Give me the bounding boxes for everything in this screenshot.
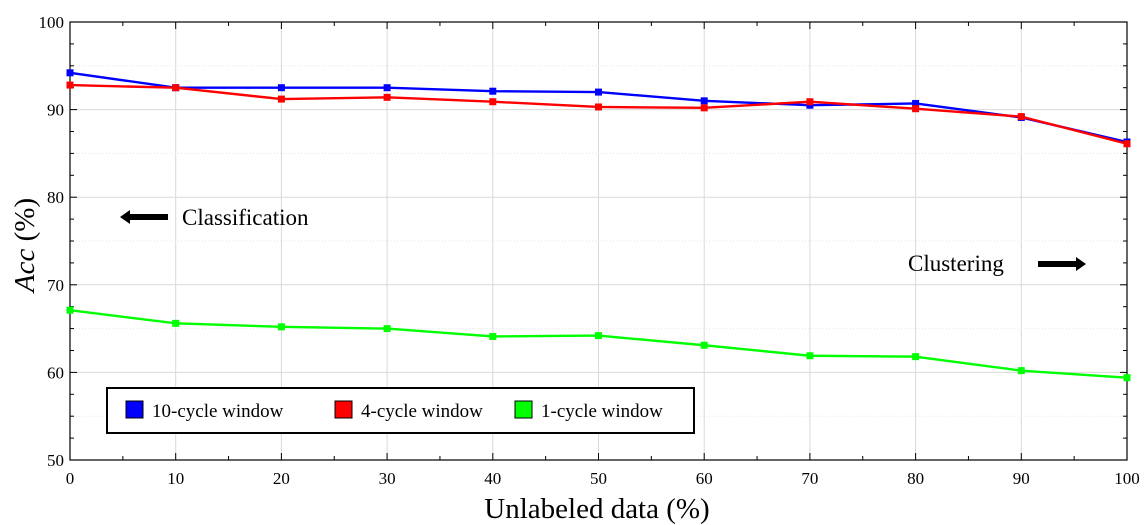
data-point-0 [383, 84, 391, 92]
data-point-2 [1017, 367, 1025, 375]
data-point-1 [1123, 140, 1131, 148]
x-tick-label: 0 [66, 469, 75, 488]
x-tick-label: 50 [590, 469, 607, 488]
data-point-0 [277, 84, 285, 92]
data-point-2 [806, 352, 814, 360]
data-point-0 [700, 97, 708, 105]
y-axis-label-main: Acc [9, 249, 41, 295]
series-layer [66, 69, 1131, 382]
y-tick-label: 70 [47, 276, 64, 295]
data-point-0 [912, 99, 920, 107]
legend-label-1-cycle: 1-cycle window [541, 401, 663, 422]
x-tick-label: 10 [167, 469, 184, 488]
annotations: Classification Clustering [120, 205, 1086, 276]
classification-left-arrow [120, 210, 168, 224]
data-point-0 [595, 88, 602, 96]
data-point-1 [277, 95, 285, 103]
data-point-1 [489, 98, 497, 106]
data-point-1 [1017, 113, 1025, 121]
data-point-2 [912, 353, 920, 361]
legend-swatch-10-cycle [125, 400, 144, 419]
x-tick-label: 60 [696, 469, 713, 488]
x-tick-label: 80 [907, 469, 924, 488]
data-point-1 [806, 98, 814, 106]
y-tick-label: 60 [47, 363, 64, 382]
legend-swatch-4-cycle [334, 400, 353, 419]
data-point-0 [489, 87, 497, 95]
data-point-2 [172, 319, 180, 327]
y-axis-label: Acc (%) [9, 198, 41, 294]
y-tick-label: 100 [39, 13, 65, 32]
y-tick-label: 90 [47, 101, 64, 120]
x-tick-label: 70 [801, 469, 818, 488]
data-point-2 [1123, 374, 1131, 382]
data-point-2 [595, 332, 602, 340]
data-point-1 [700, 104, 708, 112]
legend-label-10-cycle: 10-cycle window [152, 401, 284, 422]
y-tick-label: 50 [47, 451, 64, 470]
data-point-2 [489, 332, 497, 340]
data-point-2 [383, 325, 391, 333]
y-axis-label-unit: (%) [9, 198, 41, 249]
data-point-0 [806, 101, 814, 109]
legend-box [106, 387, 695, 434]
legend-swatch-1-cycle [514, 400, 533, 419]
axes [69, 21, 1128, 461]
x-axis-label: Unlabeled data (%) [484, 493, 709, 525]
data-point-2 [700, 341, 708, 349]
data-point-1 [912, 105, 920, 113]
annotation-classification: Classification [182, 205, 309, 230]
legend-label-4-cycle: 4-cycle window [361, 401, 483, 422]
x-tick-label: 20 [273, 469, 290, 488]
annotation-clustering: Clustering [908, 251, 1004, 276]
tick-labels: 0 10 20 30 40 50 60 70 80 90 100 50 60 70 80 90 100 [39, 13, 1140, 488]
data-point-2 [277, 323, 285, 331]
x-tick-label: 40 [484, 469, 501, 488]
legend: 10-cycle window 4-cycle window 1-cycle w… [106, 387, 695, 434]
data-point-1 [66, 81, 74, 89]
y-tick-label: 80 [47, 188, 64, 207]
x-tick-label: 100 [1114, 469, 1140, 488]
x-tick-label: 90 [1013, 469, 1030, 488]
data-point-0 [66, 69, 74, 77]
data-point-1 [595, 103, 602, 111]
data-point-1 [172, 84, 180, 92]
data-point-1 [383, 93, 391, 101]
x-tick-label: 30 [379, 469, 396, 488]
clustering-right-arrow [1038, 257, 1086, 271]
data-point-2 [66, 306, 74, 314]
